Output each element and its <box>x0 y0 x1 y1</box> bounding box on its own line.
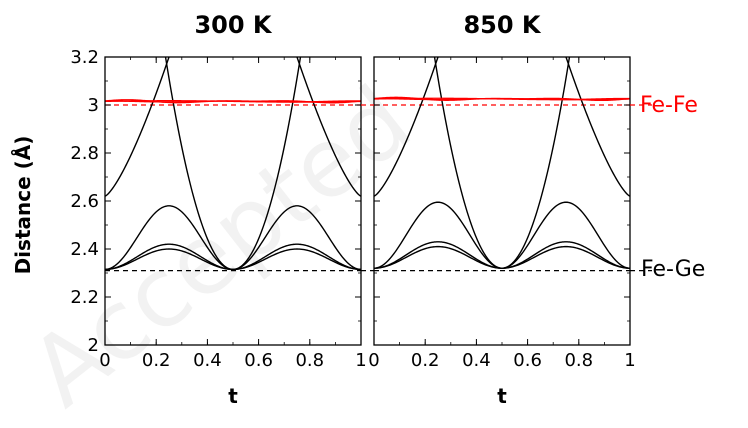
x-tick-label: 1 <box>355 350 366 371</box>
y-axis-label: Distance (Å) <box>11 136 35 275</box>
y-tick-label: 3 <box>88 95 99 116</box>
x-tick-label: 0.2 <box>411 350 440 371</box>
y-tick-label: 2.6 <box>70 191 99 212</box>
x-tick-label: 0.6 <box>244 350 273 371</box>
fe-fe-curve <box>374 96 630 102</box>
figure: 300 K 0 0.2 0.4 0.6 0.8 1 2 2.2 2.4 2.6 2.8 3 3.2 850 … <box>11 11 705 408</box>
x-tick-label: 0 <box>99 350 110 371</box>
x-tick-label: 0.8 <box>564 350 593 371</box>
fe-ge-curve <box>433 57 571 269</box>
fe-ge-curve <box>105 57 170 197</box>
fe-ge-curve <box>296 57 361 197</box>
y-tick-label: 2.8 <box>70 143 99 164</box>
fe-ge-curve <box>374 245 630 269</box>
x-tick-label: 0.4 <box>462 350 491 371</box>
y-tick-label: 2 <box>88 335 99 356</box>
panel-2: 850 K 0 0.2 0.4 0.6 0.8 1 <box>368 11 635 371</box>
y-tick-label: 2.2 <box>70 287 99 308</box>
fe-ge-curve <box>374 57 439 197</box>
y-tick-label: 2.4 <box>70 239 99 260</box>
panel-1: 300 K 0 0.2 0.4 0.6 0.8 1 2 2.2 2.4 2.6 2.8 3 3.2 <box>70 11 366 371</box>
x-axis-label-right: t <box>497 384 507 408</box>
fe-ge-curve <box>565 57 630 197</box>
y-tick-label: 3.2 <box>70 47 99 68</box>
fe-ge-curve <box>105 205 361 271</box>
fe-fe-label: Fe-Fe <box>640 93 698 118</box>
panel-title: 850 K <box>463 11 541 39</box>
fe-ge-curve <box>105 248 361 271</box>
x-tick-label: 0 <box>368 350 379 371</box>
fe-ge-curve <box>164 57 302 271</box>
fe-ge-curve <box>374 201 630 269</box>
x-tick-label: 1 <box>624 350 635 371</box>
x-tick-label: 0.8 <box>295 350 324 371</box>
fe-ge-curve <box>374 241 630 269</box>
fe-fe-curve <box>105 99 361 104</box>
curves-group <box>105 57 361 272</box>
x-tick-label: 0.4 <box>193 350 222 371</box>
panels-group: 300 K 0 0.2 0.4 0.6 0.8 1 2 2.2 2.4 2.6 2.8 3 3.2 850 … <box>70 11 652 371</box>
panel-title: 300 K <box>194 11 272 39</box>
x-tick-label: 0.2 <box>142 350 171 371</box>
fe-ge-label: Fe-Ge <box>641 257 705 282</box>
curves-group <box>374 57 630 272</box>
x-tick-label: 0.6 <box>513 350 542 371</box>
x-axis-label-left: t <box>228 384 238 408</box>
